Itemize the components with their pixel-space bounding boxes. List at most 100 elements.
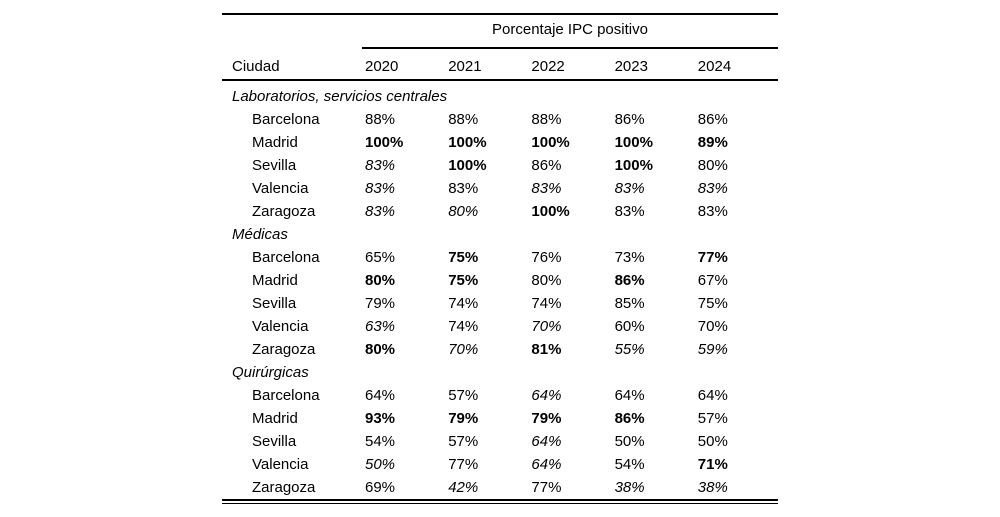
value-cell: 86% — [614, 272, 645, 289]
value-cell: 88% — [531, 111, 562, 128]
column-header-row: Ciudad 2020 2021 2022 2023 2024 — [222, 47, 778, 81]
table-row: Sevilla 54% 57% 64% 50% 50% — [222, 430, 778, 453]
value-cell: 83% — [697, 180, 728, 197]
value-cell: 77% — [531, 479, 562, 496]
city-name-cell: Madrid — [252, 410, 298, 427]
table-row: Zaragoza 69% 42% 77% 38% 38% — [222, 476, 778, 499]
value-cell: 80% — [697, 157, 728, 174]
city-name-cell: Zaragoza — [252, 203, 316, 220]
city-name-cell: Barcelona — [252, 387, 320, 404]
value-cell: 80% — [531, 272, 562, 289]
value-cell: 86% — [614, 111, 645, 128]
value-cell: 64% — [531, 387, 562, 404]
value-cell: 80% — [448, 203, 479, 220]
value-cell: 60% — [614, 318, 645, 335]
value-cell: 74% — [448, 295, 479, 312]
table-row: Zaragoza 80% 70% 81% 55% 59% — [222, 338, 778, 361]
value-cell: 100% — [614, 157, 653, 174]
bottom-thin-rule — [222, 503, 778, 504]
value-cell: 75% — [697, 295, 728, 312]
table-row: Barcelona 88% 88% 88% 86% 86% — [222, 108, 778, 131]
value-cell: 64% — [531, 433, 562, 450]
group-row: Quirúrgicas — [222, 361, 778, 384]
table-row: Sevilla 83% 100% 86% 100% 80% — [222, 154, 778, 177]
value-cell: 93% — [365, 410, 396, 427]
value-cell: 54% — [614, 456, 645, 473]
column-header-year-2024: 2024 — [697, 58, 732, 75]
value-cell: 75% — [448, 272, 479, 289]
value-cell: 79% — [448, 410, 479, 427]
value-cell: 50% — [697, 433, 728, 450]
value-cell: 83% — [365, 180, 396, 197]
table-row: Valencia 63% 74% 70% 60% 70% — [222, 315, 778, 338]
value-cell: 88% — [365, 111, 396, 128]
value-cell: 77% — [448, 456, 479, 473]
value-cell: 54% — [365, 433, 396, 450]
value-cell: 69% — [365, 479, 396, 496]
value-cell: 100% — [614, 134, 653, 151]
value-cell: 79% — [531, 410, 562, 427]
value-cell: 88% — [448, 111, 479, 128]
table-row: Madrid 80% 75% 80% 86% 67% — [222, 269, 778, 292]
value-cell: 100% — [531, 203, 570, 220]
spanner-row: Porcentaje IPC positivo — [222, 15, 778, 49]
group-label: Quirúrgicas — [232, 364, 309, 381]
value-cell: 83% — [365, 157, 396, 174]
value-cell: 100% — [448, 134, 487, 151]
value-cell: 42% — [448, 479, 479, 496]
value-cell: 57% — [448, 387, 479, 404]
value-cell: 75% — [448, 249, 479, 266]
value-cell: 86% — [697, 111, 728, 128]
value-cell: 70% — [531, 318, 562, 335]
value-cell: 70% — [697, 318, 728, 335]
value-cell: 73% — [614, 249, 645, 266]
value-cell: 57% — [697, 410, 728, 427]
group-label: Laboratorios, servicios centrales — [232, 88, 448, 105]
value-cell: 59% — [697, 341, 728, 358]
value-cell: 83% — [697, 203, 728, 220]
column-header-year-2021: 2021 — [448, 58, 482, 75]
city-name-cell: Zaragoza — [252, 341, 316, 358]
value-cell: 86% — [614, 410, 645, 427]
value-cell: 77% — [697, 249, 728, 266]
value-cell: 63% — [365, 318, 396, 335]
table-row: Sevilla 79% 74% 74% 85% 75% — [222, 292, 778, 315]
column-header-ciudad: Ciudad — [232, 58, 280, 75]
value-cell: 83% — [531, 180, 562, 197]
table-row: Madrid 93% 79% 79% 86% 57% — [222, 407, 778, 430]
value-cell: 71% — [697, 456, 728, 473]
city-name-cell: Valencia — [252, 318, 309, 335]
city-name-cell: Zaragoza — [252, 479, 316, 496]
column-header-year-2022: 2022 — [531, 58, 565, 75]
value-cell: 83% — [614, 180, 645, 197]
value-cell: 64% — [531, 456, 562, 473]
value-cell: 80% — [365, 341, 396, 358]
group-row: Laboratorios, servicios centrales — [222, 85, 778, 108]
group-row: Médicas — [222, 223, 778, 246]
value-cell: 76% — [531, 249, 562, 266]
ipc-table: Porcentaje IPC positivo Ciudad 2020 2021… — [222, 13, 778, 504]
city-name-cell: Valencia — [252, 180, 309, 197]
value-cell: 89% — [697, 134, 728, 151]
value-cell: 50% — [365, 456, 396, 473]
city-name-cell: Madrid — [252, 134, 298, 151]
value-cell: 70% — [448, 341, 479, 358]
column-header-year-2020: 2020 — [365, 58, 399, 75]
value-cell: 65% — [365, 249, 396, 266]
table-row: Zaragoza 83% 80% 100% 83% 83% — [222, 200, 778, 223]
value-cell: 74% — [448, 318, 479, 335]
value-cell: 67% — [697, 272, 728, 289]
value-cell: 64% — [697, 387, 728, 404]
table-row: Barcelona 65% 75% 76% 73% 77% — [222, 246, 778, 269]
value-cell: 55% — [614, 341, 645, 358]
value-cell: 80% — [365, 272, 396, 289]
city-name-cell: Madrid — [252, 272, 298, 289]
city-name-cell: Sevilla — [252, 157, 297, 174]
city-name-cell: Barcelona — [252, 249, 320, 266]
spanner-label: Porcentaje IPC positivo — [362, 15, 778, 49]
value-cell: 100% — [365, 134, 404, 151]
city-name-cell: Barcelona — [252, 111, 320, 128]
group-label: Médicas — [232, 226, 288, 243]
value-cell: 38% — [697, 479, 728, 496]
